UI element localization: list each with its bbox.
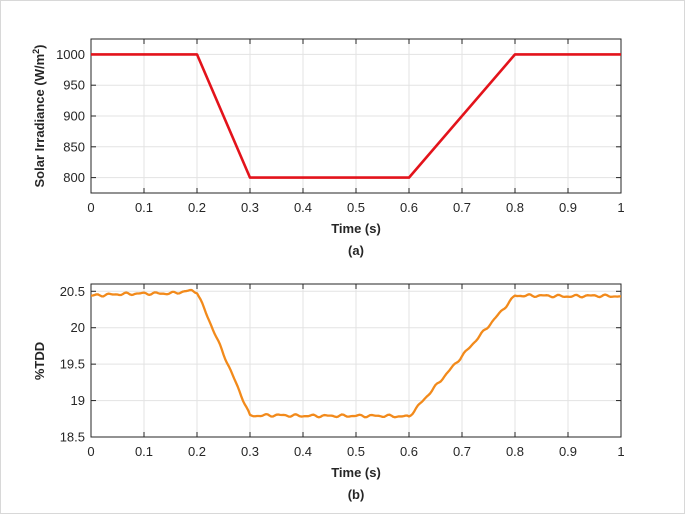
x-tick-label: 0.6 [400,200,418,215]
data-series [90,288,622,419]
y-tick-label: 900 [63,109,85,124]
y-axis-label-main: Solar Irradiance (W/m [32,54,47,188]
y-axis-label-superscript: 2 [31,49,41,54]
tdd-chart: 0 0.1 0.2 0.3 0.4 0.5 0.6 0.7 0.8 0.9 1 18.5 19 19.5… [32,283,625,502]
x-tick-label: 0 [87,444,94,459]
x-tick-label: 1 [617,444,624,459]
tick-marks [90,284,622,438]
y-tick-label: 19 [71,393,85,408]
x-tick-label: 0.8 [506,444,524,459]
x-tick-label: 0.4 [294,200,312,215]
x-tick-labels: 0 0.1 0.2 0.3 0.4 0.5 0.6 0.7 0.8 0.9 1 [87,444,624,459]
data-series [91,53,621,179]
y-tick-label: 1000 [56,47,85,62]
y-tick-label: 800 [63,170,85,185]
x-tick-label: 0.3 [241,200,259,215]
y-tick-label: 850 [63,139,85,154]
y-axis-label: %TDD [32,342,47,380]
series-line [91,53,621,179]
y-axis-label: Solar Irradiance (W/m2) [31,44,47,187]
x-tick-label: 0.7 [453,444,471,459]
y-tick-label: 950 [63,78,85,93]
x-tick-label: 0.5 [347,200,365,215]
y-tick-labels: 18.5 19 19.5 20 20.5 [60,284,85,445]
x-axis-label: Time (s) [331,465,381,480]
x-tick-label: 0 [87,200,94,215]
x-axis-label: Time (s) [331,221,381,236]
y-tick-label: 20.5 [60,284,85,299]
x-tick-label: 0.3 [241,444,259,459]
y-tick-label: 18.5 [60,430,85,445]
y-tick-label: 19.5 [60,357,85,372]
series-line [90,288,622,419]
x-tick-label: 0.9 [559,200,577,215]
x-tick-label: 0.8 [506,200,524,215]
x-tick-label: 0.6 [400,444,418,459]
irradiance-chart: 0 0.1 0.2 0.3 0.4 0.5 0.6 0.7 0.8 0.9 1 800 850 900 9… [31,38,625,258]
x-tick-label: 0.9 [559,444,577,459]
x-tick-label: 0.5 [347,444,365,459]
x-tick-label: 0.1 [135,200,153,215]
y-axis-label-tail: ) [32,44,47,48]
x-tick-label: 0.1 [135,444,153,459]
chart-caption: (a) [348,243,364,258]
chart-caption: (b) [348,487,365,502]
x-tick-label: 0.7 [453,200,471,215]
x-tick-label: 1 [617,200,624,215]
x-tick-label: 0.4 [294,444,312,459]
y-tick-labels: 800 850 900 950 1000 [56,47,85,185]
y-tick-label: 20 [71,320,85,335]
x-tick-label: 0.2 [188,444,206,459]
x-tick-labels: 0 0.1 0.2 0.3 0.4 0.5 0.6 0.7 0.8 0.9 1 [87,200,624,215]
x-tick-label: 0.2 [188,200,206,215]
